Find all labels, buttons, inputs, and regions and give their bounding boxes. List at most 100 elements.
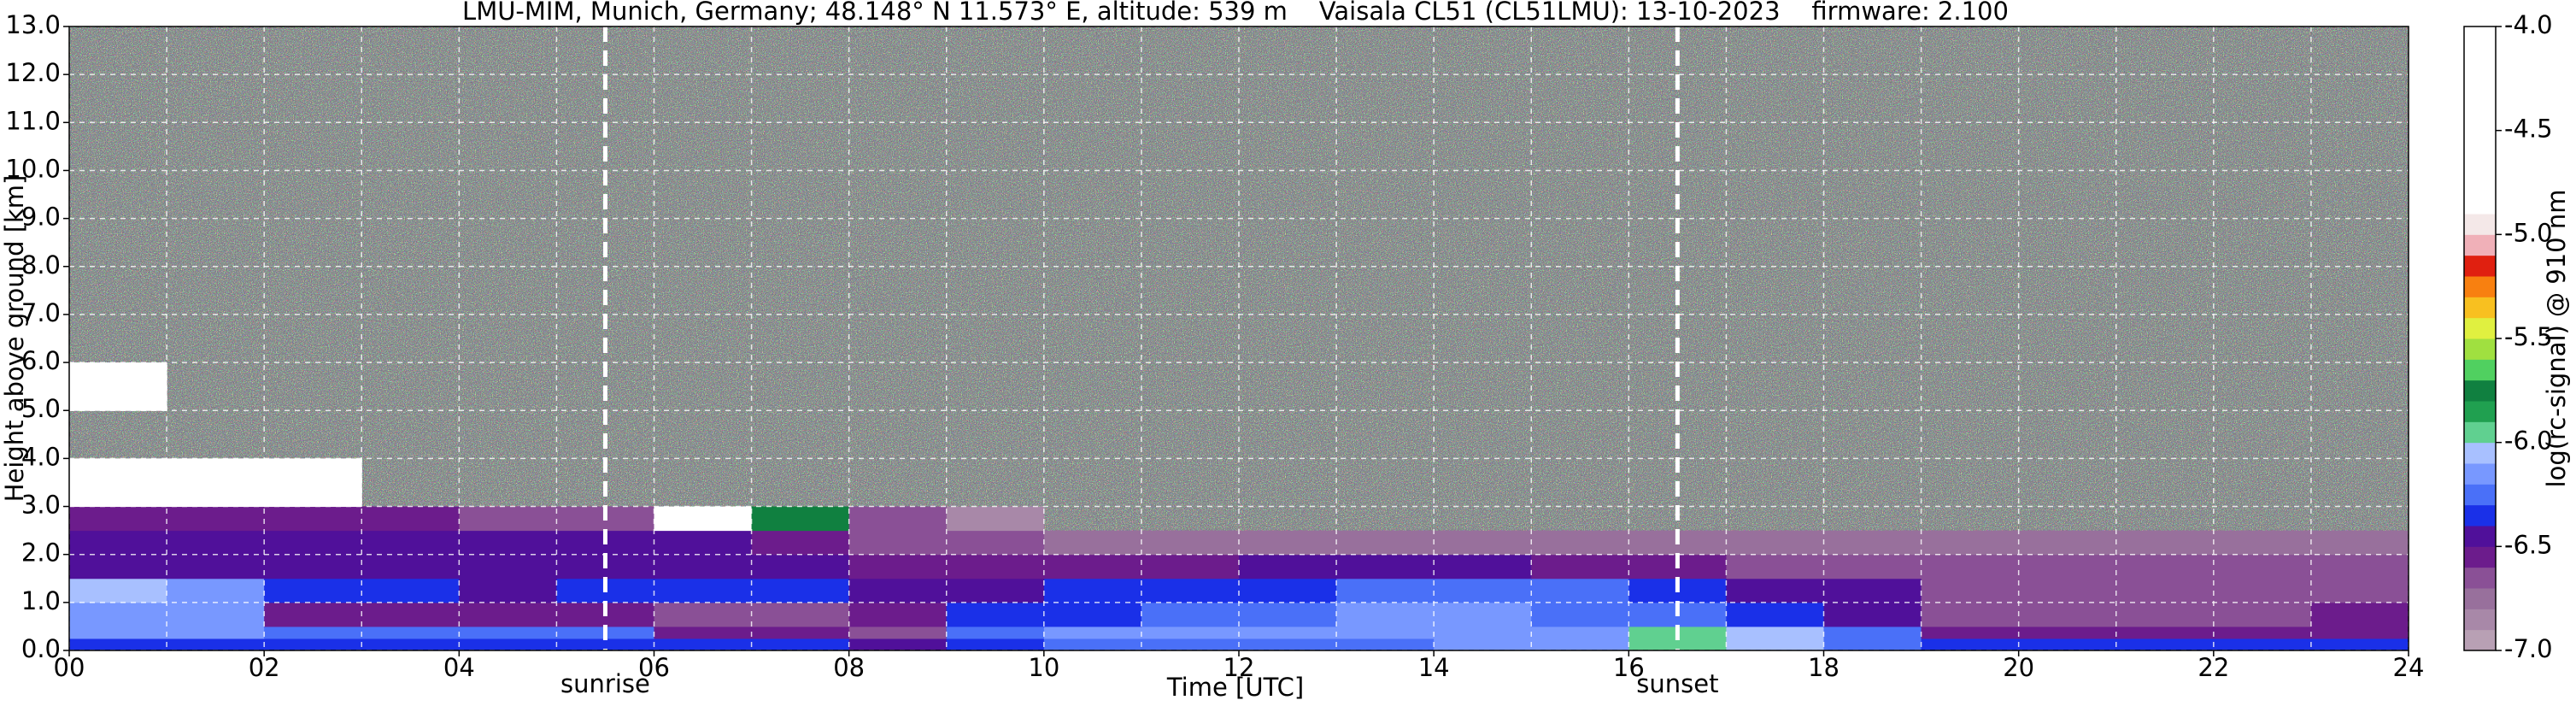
heatmap-cell xyxy=(1239,530,1337,556)
heatmap-cell xyxy=(1141,638,1240,650)
colorbar-swatch xyxy=(2464,234,2496,256)
heatmap-cell xyxy=(946,530,1045,556)
heatmap-cell xyxy=(751,626,850,639)
heatmap-cell xyxy=(167,506,265,532)
colorbar-swatch xyxy=(2464,297,2496,319)
heatmap-cell xyxy=(2018,638,2117,650)
heatmap-cell xyxy=(264,458,362,508)
heatmap-cell xyxy=(1531,530,1629,556)
y-tick-label: 13.0 xyxy=(5,10,61,39)
colorbar-swatch xyxy=(2464,504,2496,527)
heatmap-cell xyxy=(1726,602,1824,627)
heatmap-cell xyxy=(848,554,948,580)
x-tick-label: 24 xyxy=(2393,653,2425,682)
x-axis-label: Time [UTC] xyxy=(1166,673,1304,702)
y-tick-label: 4.0 xyxy=(21,442,61,471)
x-tick-label: 02 xyxy=(249,653,280,682)
heatmap-cell xyxy=(946,578,1045,603)
heatmap-cell xyxy=(2018,578,2117,603)
heatmap-cell xyxy=(1434,626,1532,639)
heatmap-cell xyxy=(2213,554,2312,580)
heatmap-cell xyxy=(1239,602,1337,627)
heatmap-cell xyxy=(2310,602,2409,627)
heatmap-cell xyxy=(848,626,948,639)
y-tick-label: 10.0 xyxy=(5,154,61,183)
annotation-label: sunrise xyxy=(560,669,650,698)
heatmap-cell xyxy=(848,638,948,650)
colorbar-swatch xyxy=(2464,526,2496,547)
colorbar-tick-label: -6.5 xyxy=(2504,530,2553,559)
heatmap-cell xyxy=(1141,530,1240,556)
heatmap-cell xyxy=(654,602,753,627)
heatmap-cell xyxy=(1239,554,1337,580)
heatmap-cell xyxy=(1921,602,2020,627)
heatmap-cell xyxy=(2213,638,2312,650)
heatmap-cell xyxy=(1239,626,1337,639)
colorbar-tick-label: -5.0 xyxy=(2504,218,2553,247)
heatmap-cell xyxy=(264,602,362,627)
heatmap-cell xyxy=(2115,578,2215,603)
heatmap-cell xyxy=(848,530,948,556)
heatmap-cell xyxy=(1726,554,1824,580)
heatmap-cell xyxy=(1239,638,1337,650)
heatmap-cell xyxy=(2310,638,2409,650)
heatmap-cell xyxy=(1434,638,1532,650)
heatmap-cell xyxy=(2018,530,2117,556)
colorbar-label: log(rc-signal) @ 910 nm xyxy=(2542,190,2571,488)
colorbar-tick-label: -5.5 xyxy=(2504,322,2553,351)
heatmap-cell xyxy=(654,626,753,639)
heatmap-cell xyxy=(1434,530,1532,556)
colorbar-swatch xyxy=(2464,401,2496,422)
heatmap-cell xyxy=(361,638,460,650)
heatmap-cell xyxy=(751,554,850,580)
heatmap-cell xyxy=(1726,578,1824,603)
heatmap-cell xyxy=(1434,578,1532,603)
colorbar-swatch xyxy=(2464,379,2496,402)
heatmap-cell xyxy=(946,602,1045,627)
x-tick-label: 20 xyxy=(2003,653,2034,682)
heatmap-cell xyxy=(1823,554,1922,580)
heatmap-cell xyxy=(69,638,167,650)
heatmap-cell xyxy=(1043,638,1142,650)
colorbar-tick-label: -4.0 xyxy=(2504,10,2553,39)
heatmap-cell xyxy=(459,602,557,627)
heatmap-cell xyxy=(1336,530,1435,556)
colorbar-tick-label: -6.0 xyxy=(2504,427,2553,456)
heatmap-cell xyxy=(167,530,265,556)
colorbar-swatch xyxy=(2464,26,2496,48)
colorbar-swatch xyxy=(2464,442,2496,464)
heatmap-cell xyxy=(1043,626,1142,639)
heatmap-cell xyxy=(69,362,167,411)
heatmap-cell xyxy=(459,530,557,556)
heatmap-cell xyxy=(751,638,850,650)
heatmap-cell xyxy=(2213,530,2312,556)
heatmap-cell xyxy=(848,602,948,627)
colorbar-swatch xyxy=(2464,317,2496,339)
heatmap-cell xyxy=(69,506,167,532)
heatmap-cell xyxy=(1531,602,1629,627)
heatmap-cell xyxy=(946,554,1045,580)
colorbar-swatch xyxy=(2464,47,2496,69)
heatmap-cell xyxy=(167,638,265,650)
heatmap-cell xyxy=(946,506,1045,532)
colorbar-swatch xyxy=(2464,463,2496,485)
y-tick-label: 3.0 xyxy=(21,491,61,520)
heatmap-cell xyxy=(2115,602,2215,627)
colorbar-swatch xyxy=(2464,546,2496,568)
x-tick-label: 18 xyxy=(1808,653,1840,682)
heatmap-cell xyxy=(167,602,265,627)
heatmap-cell xyxy=(69,626,167,639)
heatmap-cell xyxy=(1726,530,1824,556)
heatmap-cell xyxy=(654,638,753,650)
heatmap-cell xyxy=(2115,530,2215,556)
colorbar-swatch xyxy=(2464,172,2496,194)
heatmap-cell xyxy=(264,530,362,556)
x-tick-label: 16 xyxy=(1613,653,1645,682)
chart-title: LMU-MIM, Munich, Germany; 48.148° N 11.5… xyxy=(462,0,2009,26)
x-tick-label: 14 xyxy=(1418,653,1450,682)
colorbar-swatch xyxy=(2464,214,2496,235)
heatmap-cell xyxy=(1434,602,1532,627)
heatmap-cell xyxy=(361,554,460,580)
heatmap-cell xyxy=(946,638,1045,650)
heatmap-cell xyxy=(654,554,753,580)
